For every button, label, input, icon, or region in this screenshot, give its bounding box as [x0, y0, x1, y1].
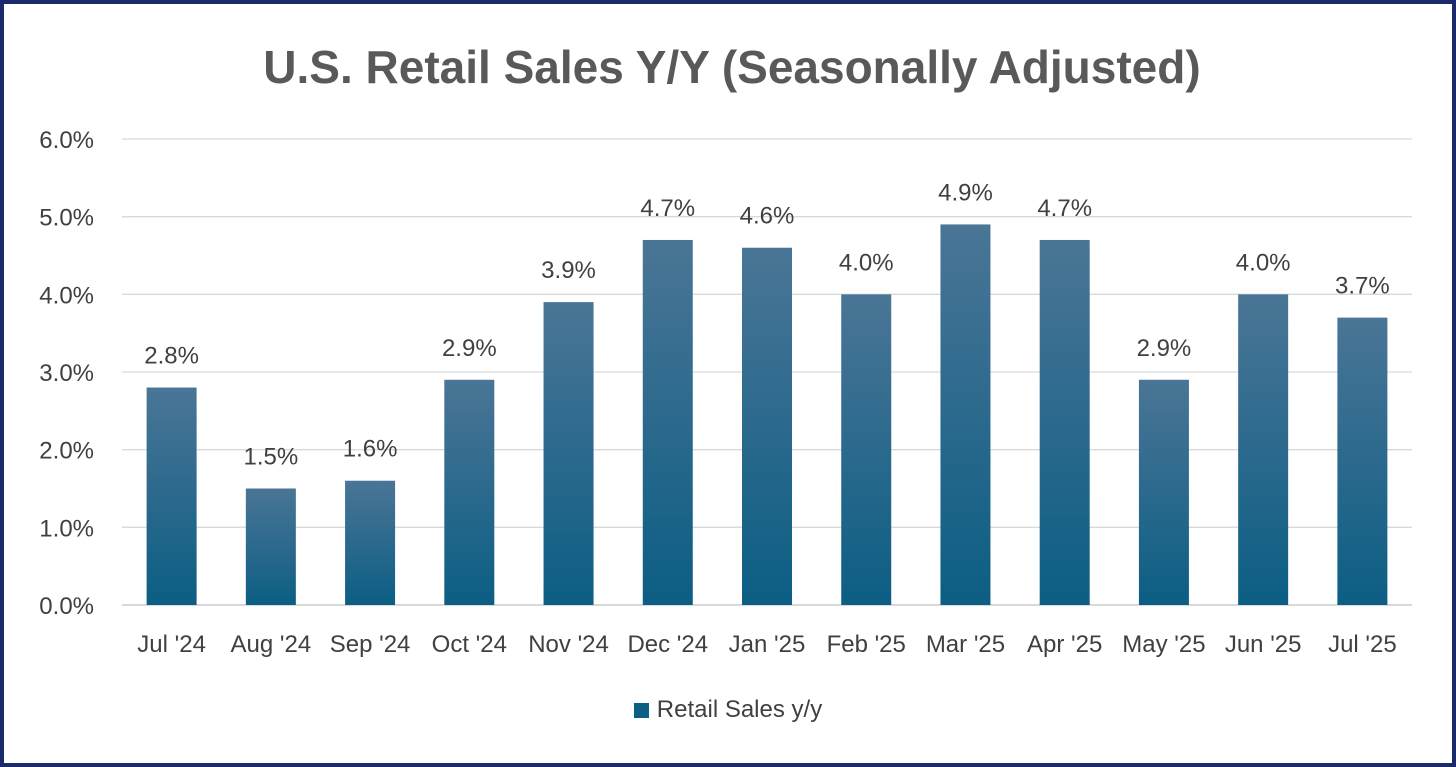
y-tick-label: 3.0%: [39, 360, 94, 387]
legend: Retail Sales y/y: [0, 696, 1456, 724]
bar: [1039, 239, 1090, 605]
chart-title: U.S. Retail Sales Y/Y (Seasonally Adjust…: [263, 41, 1201, 93]
x-axis-tick-labels: Jul '24 Aug '24 Sep '24 Oct '24 Nov '24 Dec '…: [137, 631, 1396, 658]
data-label: 4.6%: [740, 203, 795, 230]
bar: [543, 302, 594, 605]
x-tick-label: Aug '24: [231, 631, 312, 658]
data-label: 4.0%: [839, 249, 894, 276]
x-tick-label: Nov '24: [528, 631, 609, 658]
data-label: 2.8%: [144, 343, 199, 370]
x-tick-label: Jun '25: [1225, 631, 1302, 658]
y-tick-label: 0.0%: [39, 593, 94, 620]
x-tick-label: Mar '25: [926, 631, 1005, 658]
bar: [1238, 294, 1289, 605]
y-tick-label: 4.0%: [39, 282, 94, 309]
y-axis-tick-labels: 0.0% 1.0% 2.0% 3.0% 4.0% 5.0% 6.0%: [39, 127, 94, 620]
bar: [146, 387, 197, 605]
data-label: 4.7%: [640, 195, 695, 222]
bar: [940, 224, 991, 605]
bar: [642, 239, 693, 605]
x-tick-label: Jul '25: [1328, 631, 1397, 658]
data-label: 4.0%: [1236, 249, 1291, 276]
data-label: 4.7%: [1037, 195, 1092, 222]
y-tick-label: 6.0%: [39, 127, 94, 154]
data-label: 1.6%: [343, 436, 398, 463]
bar: [444, 379, 495, 605]
x-tick-label: Oct '24: [432, 631, 507, 658]
data-label: 1.5%: [243, 444, 298, 471]
bar: [345, 480, 396, 605]
data-label: 4.9%: [938, 179, 993, 206]
data-label: 2.9%: [1137, 335, 1192, 362]
y-tick-label: 5.0%: [39, 205, 94, 232]
x-tick-label: May '25: [1122, 631, 1205, 658]
bar: [841, 294, 892, 605]
x-tick-label: Apr '25: [1027, 631, 1102, 658]
data-label: 3.7%: [1335, 273, 1390, 300]
x-tick-label: Jan '25: [729, 631, 806, 658]
data-label: 3.9%: [541, 257, 596, 284]
x-tick-label: Sep '24: [330, 631, 411, 658]
data-labels: 2.8% 1.5% 1.6% 2.9% 3.9% 4.7% 4.6% 4.0% 4.9% 4.7%…: [144, 179, 1389, 470]
bar: [245, 488, 296, 605]
x-tick-label: Dec '24: [627, 631, 708, 658]
y-tick-label: 2.0%: [39, 438, 94, 465]
x-tick-label: Feb '25: [827, 631, 906, 658]
bars: [146, 224, 1388, 605]
legend-label: Retail Sales y/y: [656, 696, 823, 723]
bar: [1337, 317, 1388, 605]
y-tick-label: 1.0%: [39, 515, 94, 542]
data-label: 2.9%: [442, 335, 497, 362]
bar: [1138, 379, 1189, 605]
legend-swatch: [633, 703, 649, 718]
bar: [742, 247, 792, 605]
x-tick-label: Jul '24: [137, 631, 206, 658]
